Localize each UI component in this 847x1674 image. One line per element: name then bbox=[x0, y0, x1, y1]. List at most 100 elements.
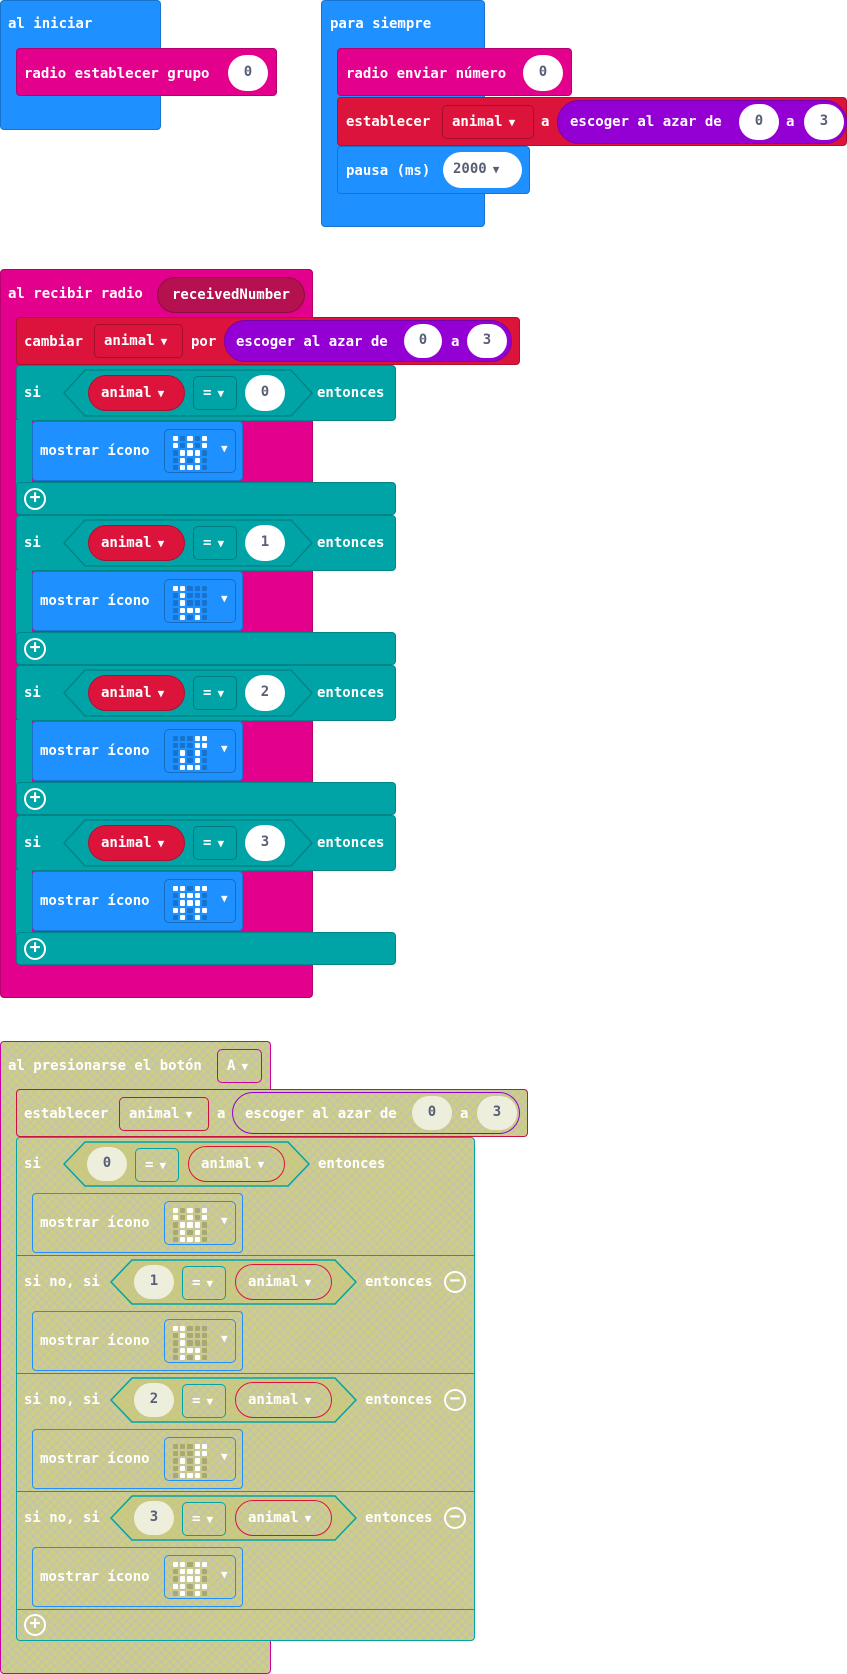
operator-dropdown[interactable]: = ▼ bbox=[182, 1502, 226, 1536]
random-to-input[interactable]: 3 bbox=[804, 104, 844, 140]
variable-dropdown[interactable]: animal ▼ bbox=[442, 105, 534, 139]
snake-icon[interactable]: ▼ bbox=[164, 1437, 236, 1481]
led-pixel bbox=[194, 1354, 200, 1360]
led-pixel bbox=[194, 1333, 200, 1339]
random-to-input[interactable]: 3 bbox=[467, 324, 507, 358]
snake-icon[interactable]: ▼ bbox=[164, 729, 236, 773]
random-from-input[interactable]: 0 bbox=[739, 104, 779, 140]
remove-icon[interactable]: − bbox=[444, 1389, 466, 1411]
if-block[interactable]: si animal ▼ = ▼ 0 entonces mostrar ícono ▼ + bbox=[16, 365, 396, 515]
if-block[interactable]: si animal ▼ = ▼ 3 entonces mostrar ícono ▼ + bbox=[16, 815, 396, 965]
button-dropdown[interactable]: A ▼ bbox=[217, 1049, 262, 1083]
remove-icon[interactable]: − bbox=[444, 1507, 466, 1529]
led-pixel bbox=[187, 1222, 193, 1228]
led-pixel bbox=[194, 586, 200, 592]
variable-reporter[interactable]: animal ▼ bbox=[88, 675, 185, 711]
if-label: si no, si bbox=[24, 1392, 100, 1408]
received-number-param[interactable]: receivedNumber bbox=[157, 277, 305, 313]
led-pixel bbox=[187, 1590, 193, 1596]
led-pixel bbox=[201, 1326, 207, 1332]
tortoise-icon[interactable]: ▼ bbox=[164, 1555, 236, 1599]
chevron-down-icon: ▼ bbox=[304, 1512, 312, 1525]
remove-icon[interactable]: − bbox=[444, 1271, 466, 1293]
variable-dropdown[interactable]: animal ▼ bbox=[119, 1097, 209, 1131]
led-pixel bbox=[201, 1472, 207, 1478]
variable-reporter[interactable]: animal ▼ bbox=[88, 525, 185, 561]
compare-value-input[interactable]: 0 bbox=[87, 1147, 127, 1181]
led-pixel bbox=[180, 757, 186, 763]
led-pixel bbox=[194, 1451, 200, 1457]
group-number-input[interactable]: 0 bbox=[228, 55, 268, 91]
show-icon-label: mostrar ícono bbox=[40, 893, 150, 909]
add-icon[interactable]: + bbox=[24, 938, 46, 960]
variable-reporter[interactable]: animal ▼ bbox=[88, 375, 185, 411]
add-icon[interactable]: + bbox=[24, 638, 46, 660]
chevron-down-icon: ▼ bbox=[157, 387, 165, 400]
led-pixel bbox=[180, 736, 186, 742]
led-pixel bbox=[180, 1583, 186, 1589]
compare-value-input[interactable]: 2 bbox=[245, 675, 285, 711]
compare-value-input[interactable]: 3 bbox=[245, 825, 285, 861]
random-block[interactable] bbox=[224, 320, 512, 362]
led-pixel bbox=[201, 1562, 207, 1568]
random-from-input[interactable]: 0 bbox=[412, 1096, 452, 1130]
add-icon[interactable]: + bbox=[24, 1614, 46, 1636]
led-pixel bbox=[194, 1590, 200, 1596]
variable-reporter[interactable]: animal ▼ bbox=[88, 825, 185, 861]
led-pixel bbox=[201, 614, 207, 620]
rabbit-icon[interactable]: ▼ bbox=[164, 1201, 236, 1245]
operator-dropdown[interactable]: = ▼ bbox=[182, 1384, 226, 1418]
led-pixel bbox=[201, 450, 207, 456]
led-pixel bbox=[201, 443, 207, 449]
led-pixel bbox=[201, 764, 207, 770]
variable-name: animal bbox=[101, 835, 152, 851]
variable-dropdown[interactable]: animal ▼ bbox=[94, 324, 183, 358]
led-pixel bbox=[194, 900, 200, 906]
variable-reporter[interactable]: animal ▼ bbox=[188, 1146, 285, 1182]
variable-reporter[interactable]: animal ▼ bbox=[235, 1500, 332, 1536]
random-to-input[interactable]: 3 bbox=[477, 1096, 517, 1130]
led-pixel bbox=[180, 1569, 186, 1575]
random-from-input[interactable]: 0 bbox=[404, 324, 442, 358]
operator-dropdown[interactable]: = ▼ bbox=[182, 1266, 226, 1300]
operator-dropdown[interactable]: = ▼ bbox=[193, 376, 237, 410]
tortoise-icon[interactable]: ▼ bbox=[164, 879, 236, 923]
rabbit-icon[interactable]: ▼ bbox=[164, 429, 236, 473]
on-button-label: al presionarse el botón bbox=[8, 1058, 202, 1074]
operator-dropdown[interactable]: = ▼ bbox=[135, 1148, 179, 1182]
compare-value-input[interactable]: 1 bbox=[134, 1265, 174, 1299]
led-pixel bbox=[173, 443, 179, 449]
operator-dropdown[interactable]: = ▼ bbox=[193, 826, 237, 860]
if-block[interactable]: si animal ▼ = ▼ 2 entonces mostrar ícono ▼ + bbox=[16, 665, 396, 815]
led-pixel bbox=[194, 1562, 200, 1568]
led-pixel bbox=[173, 893, 179, 899]
led-pixel bbox=[194, 1576, 200, 1582]
if-left-bar bbox=[16, 720, 32, 790]
add-icon[interactable]: + bbox=[24, 788, 46, 810]
variable-reporter[interactable]: animal ▼ bbox=[235, 1382, 332, 1418]
operator-dropdown[interactable]: = ▼ bbox=[193, 676, 237, 710]
pause-dropdown[interactable]: 2000 ▼ bbox=[443, 152, 522, 188]
led-pixel bbox=[180, 1562, 186, 1568]
giraffe-icon[interactable]: ▼ bbox=[164, 579, 236, 623]
show-icon-label: mostrar ícono bbox=[40, 1333, 150, 1349]
compare-value-input[interactable]: 2 bbox=[134, 1383, 174, 1417]
random-label: escoger al azar de bbox=[245, 1106, 397, 1122]
variable-reporter[interactable]: animal ▼ bbox=[235, 1264, 332, 1300]
send-number-input[interactable]: 0 bbox=[523, 55, 563, 91]
led-pixel bbox=[187, 614, 193, 620]
giraffe-icon[interactable]: ▼ bbox=[164, 1319, 236, 1363]
add-icon[interactable]: + bbox=[24, 488, 46, 510]
compare-value-input[interactable]: 0 bbox=[245, 375, 285, 411]
if-left-bar bbox=[16, 420, 32, 490]
led-pixel bbox=[201, 593, 207, 599]
if-block[interactable]: si animal ▼ = ▼ 1 entonces mostrar ícono ▼ + bbox=[16, 515, 396, 665]
operator-dropdown[interactable]: = ▼ bbox=[193, 526, 237, 560]
led-pixel bbox=[180, 1236, 186, 1242]
compare-value-input[interactable]: 1 bbox=[245, 525, 285, 561]
chevron-down-icon: ▼ bbox=[217, 687, 225, 700]
random-block[interactable] bbox=[232, 1092, 520, 1134]
led-pixel bbox=[187, 1458, 193, 1464]
led-pixel bbox=[201, 1576, 207, 1582]
compare-value-input[interactable]: 3 bbox=[134, 1501, 174, 1535]
